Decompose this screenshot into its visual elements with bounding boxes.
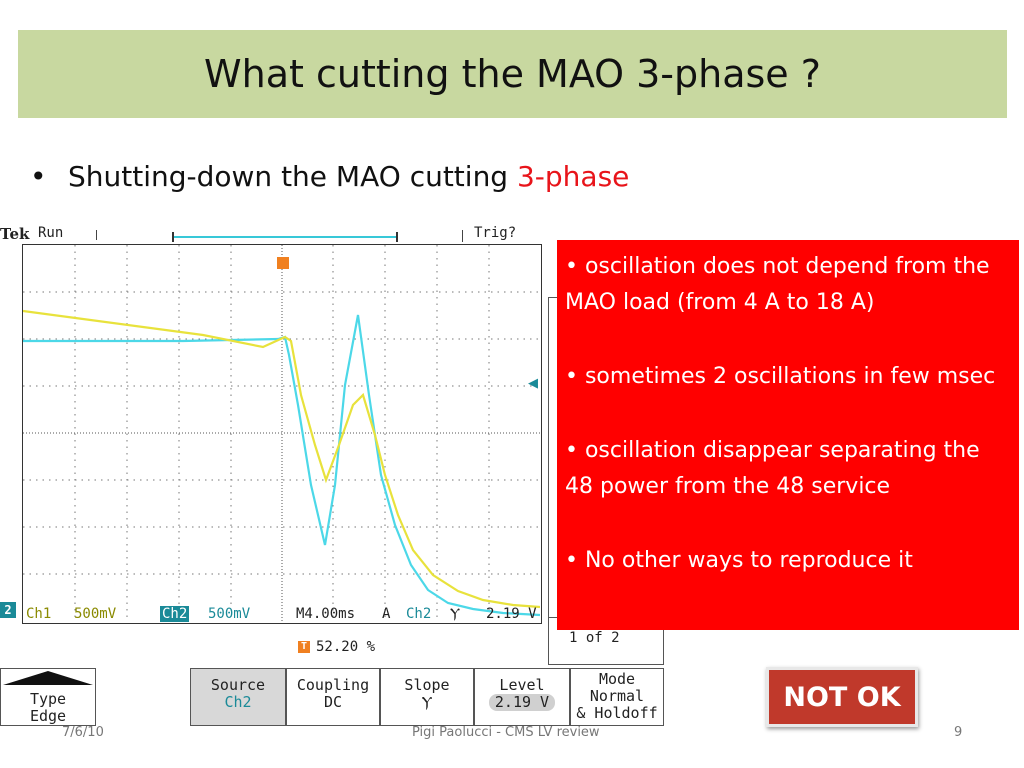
scope-trig-state: Trig? <box>474 225 517 241</box>
scope-header-divider <box>96 230 157 240</box>
ch2-ground-marker-icon: 2 <box>0 602 16 618</box>
trig-slope-icon: Ⲩ <box>450 606 461 622</box>
slope-label: Slope <box>404 676 450 694</box>
observation-item: • sometimes 2 oscillations in few msec <box>565 364 996 389</box>
level-button[interactable]: Level 2.19 V <box>474 668 570 726</box>
scope-run-state: Run <box>38 225 64 241</box>
observation-item: • oscillation does not depend from the M… <box>565 254 990 315</box>
trig-position-readout: 52.20 % <box>316 639 376 655</box>
bullet-dot-icon: • <box>30 160 47 193</box>
source-button[interactable]: Source Ch2 <box>190 668 286 726</box>
scope-brand: Tek <box>0 225 30 243</box>
slope-icon: Ⲩ <box>421 693 433 711</box>
ch1-label: Ch1 <box>26 606 52 622</box>
level-label: Level <box>499 676 545 694</box>
trig-mode-letter: A <box>382 606 391 622</box>
type-label: Type <box>29 690 67 708</box>
source-label: Source <box>210 676 266 694</box>
footer-date: 7/6/10 <box>62 725 104 740</box>
trigger-level-arrow-icon: ◀ <box>528 375 538 390</box>
ch2-label: Ch2 <box>160 606 190 622</box>
footer-page-number: 9 <box>954 725 963 740</box>
mode-button[interactable]: Mode Normal & Holdoff <box>570 668 664 726</box>
timebase-readout: M4.00ms <box>296 606 356 622</box>
bullet-text: Shutting-down the MAO cutting <box>68 160 517 193</box>
mode-value-normal: Normal <box>589 687 645 705</box>
observation-item: • No other ways to reproduce it <box>565 548 913 573</box>
trigger-position-line <box>174 236 396 238</box>
oscilloscope-screen: Tek Run Trig? T 2 ◀ 1 of 2 Ch1 500mV Ch2 <box>0 222 668 727</box>
mode-value-holdoff: & Holdoff <box>576 704 658 722</box>
main-bullet: • Shutting-down the MAO cutting 3-phase <box>30 160 629 193</box>
coupling-button[interactable]: Coupling DC <box>286 668 380 726</box>
scope-menu-bar-left: Type Edge <box>0 668 96 726</box>
scope-waveform-svg <box>23 245 540 622</box>
slide-title-bar: What cutting the MAO 3-phase ? <box>18 30 1007 118</box>
coupling-value: DC <box>323 693 343 711</box>
ch2-scale: 500mV <box>208 606 251 622</box>
slope-button[interactable]: Slope Ⲩ <box>380 668 474 726</box>
graticule-center-axes <box>23 245 540 622</box>
slide-title: What cutting the MAO 3-phase ? <box>204 52 821 96</box>
trigger-position-bracket <box>172 232 398 242</box>
bullet-highlight: 3-phase <box>516 160 630 193</box>
scope-header-divider <box>462 230 463 242</box>
footer-center: Pigi Paolucci - CMS LV review <box>412 725 600 740</box>
mode-label: Mode <box>598 670 636 688</box>
trig-level-readout: 2.19 V <box>486 606 537 622</box>
type-value: Edge <box>29 707 67 725</box>
scope-page-indicator: 1 of 2 <box>569 630 620 646</box>
not-ok-badge: NOT OK <box>766 667 918 727</box>
trig-position-icon: T <box>298 641 310 653</box>
observations-callout: • oscillation does not depend from the M… <box>557 240 1019 630</box>
scope-menu-bar-right: Source Ch2 Coupling DC Slope Ⲩ Level 2.1… <box>190 668 664 726</box>
observation-item: • oscillation disappear separating the 4… <box>565 438 980 499</box>
level-value: 2.19 V <box>488 694 556 711</box>
source-value: Ch2 <box>224 693 252 711</box>
trig-source-readout: Ch2 <box>406 606 432 622</box>
type-selector-icon <box>3 671 93 685</box>
scope-graticule <box>22 244 542 624</box>
ch1-scale: 500mV <box>74 606 117 622</box>
type-button[interactable]: Type Edge <box>0 668 96 726</box>
ch1-waveform <box>23 309 540 609</box>
trigger-point-icon <box>277 257 289 269</box>
coupling-label: Coupling <box>296 676 370 694</box>
